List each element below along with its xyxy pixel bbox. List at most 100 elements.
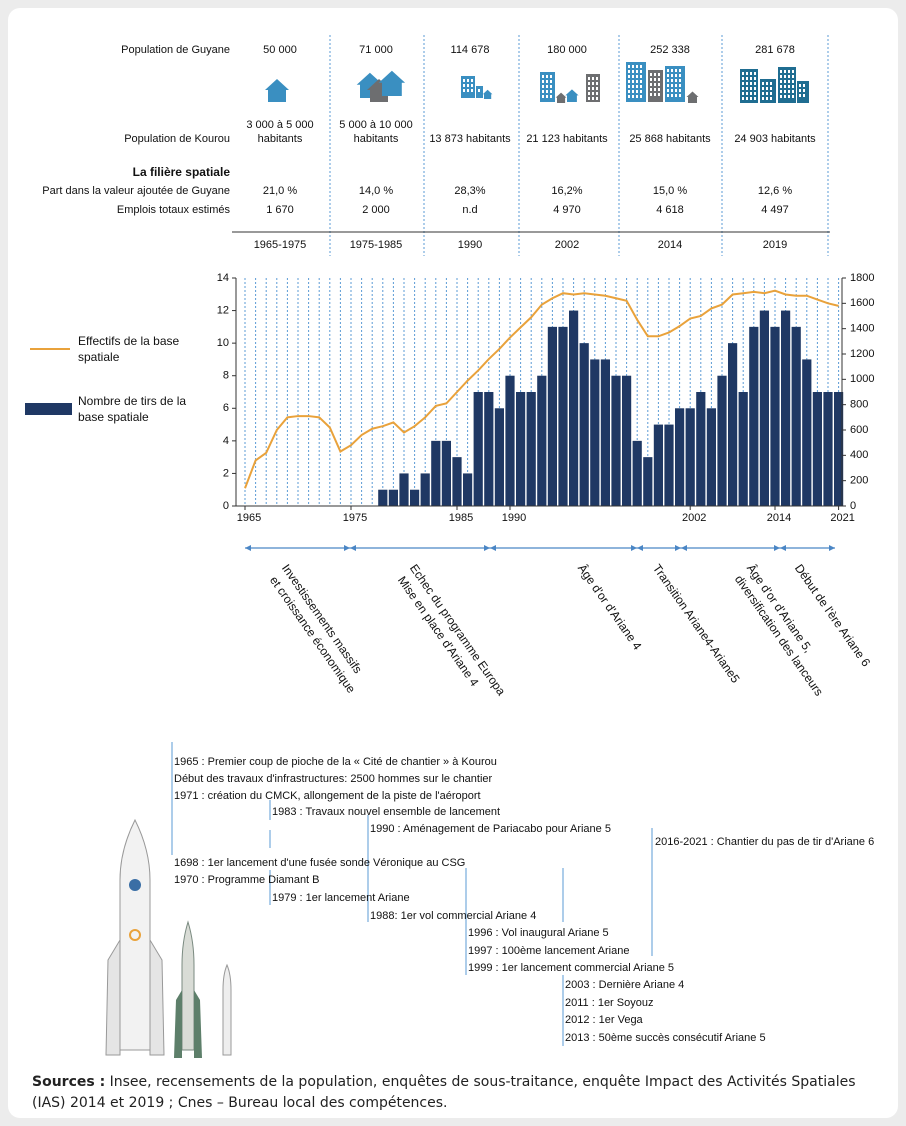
icon — [654, 73, 656, 76]
icon — [803, 89, 805, 92]
bar — [495, 408, 504, 506]
icon — [780, 75, 782, 78]
cell: 114 678 — [451, 44, 490, 56]
cell: 28,3% — [454, 185, 485, 197]
period-header: 1965-1975 — [254, 239, 307, 251]
bar — [558, 327, 567, 506]
icon — [550, 90, 552, 93]
icon — [675, 79, 677, 82]
y2-tick-label: 1400 — [850, 323, 874, 335]
icon — [640, 70, 642, 73]
icon — [658, 93, 660, 96]
arrowhead — [490, 545, 496, 551]
icon — [636, 65, 638, 68]
icon — [667, 79, 669, 82]
cell: habitants — [258, 133, 303, 145]
bar — [580, 343, 589, 506]
icon — [803, 94, 805, 97]
icon — [550, 75, 552, 78]
timeline-event: 1983 : Travaux nouvel ensemble de lancem… — [272, 806, 500, 818]
bar — [516, 392, 525, 506]
legend-label: Effectifs de la base spatiale — [78, 333, 198, 365]
timeline-event: 1970 : Programme Diamant B — [174, 874, 320, 886]
icon — [546, 75, 548, 78]
row-label: Population de Guyane — [121, 44, 230, 56]
icon — [766, 82, 768, 85]
y2-tick-label: 1200 — [850, 348, 874, 360]
icon — [679, 94, 681, 97]
icon — [654, 88, 656, 91]
icon — [784, 90, 786, 93]
y-tick-label: 6 — [223, 402, 229, 414]
timeline-event: 1997 : 100ème lancement Ariane — [468, 945, 629, 957]
icon — [628, 80, 630, 83]
icon — [550, 85, 552, 88]
icon — [650, 78, 652, 81]
icon — [467, 84, 469, 87]
icon — [636, 85, 638, 88]
icon — [766, 87, 768, 90]
timeline-event: 1999 : 1er lancement commercial Ariane 5 — [468, 962, 674, 974]
icon — [667, 94, 669, 97]
icon — [679, 74, 681, 77]
icon — [542, 75, 544, 78]
icon — [750, 97, 752, 100]
icon — [632, 75, 634, 78]
icon — [588, 97, 590, 100]
timeline-event: 2016-2021 : Chantier du pas de tir d'Ari… — [655, 836, 874, 848]
cell: 50 000 — [263, 44, 297, 56]
icon — [596, 92, 598, 95]
icon — [588, 77, 590, 80]
icon — [463, 79, 465, 82]
y2-tick-label: 200 — [850, 475, 868, 487]
icon — [546, 90, 548, 93]
cell: 1 670 — [266, 204, 294, 216]
bar — [717, 376, 726, 506]
icon — [667, 74, 669, 77]
rocket — [106, 940, 120, 1055]
bar — [389, 490, 398, 506]
y-tick-label: 2 — [223, 467, 229, 479]
icon — [792, 80, 794, 83]
icon — [632, 70, 634, 73]
icon — [784, 95, 786, 98]
period-header: 2019 — [763, 239, 787, 251]
icon — [780, 95, 782, 98]
icon — [784, 85, 786, 88]
icon — [792, 85, 794, 88]
icon — [754, 77, 756, 80]
rocket — [150, 940, 164, 1055]
icon — [628, 70, 630, 73]
icon — [762, 87, 764, 90]
x-tick-label: 1965 — [237, 512, 261, 524]
icon — [463, 89, 465, 92]
sources-label: Sources : — [32, 1074, 105, 1090]
bar — [643, 457, 652, 506]
y2-tick-label: 1600 — [850, 297, 874, 309]
icon — [542, 80, 544, 83]
icon — [650, 93, 652, 96]
cell: 14,0 % — [359, 185, 393, 197]
icon — [746, 77, 748, 80]
x-tick-label: 2021 — [830, 512, 854, 524]
period-header: 2002 — [555, 239, 579, 251]
icon — [265, 79, 289, 102]
cell: habitants — [354, 133, 399, 145]
icon — [650, 73, 652, 76]
bar — [823, 392, 832, 506]
icon — [542, 90, 544, 93]
bar — [452, 457, 461, 506]
icon — [596, 87, 598, 90]
icon — [750, 82, 752, 85]
timeline-event: 2003 : Dernière Ariane 4 — [565, 979, 684, 991]
icon — [478, 89, 480, 92]
bar — [601, 359, 610, 506]
icon — [592, 77, 594, 80]
bar — [675, 408, 684, 506]
timeline-event: 2011 : 1er Soyouz — [565, 997, 653, 1009]
icon — [671, 69, 673, 72]
arrowhead — [774, 545, 780, 551]
icon — [632, 90, 634, 93]
y-tick-label: 8 — [223, 370, 229, 382]
icon — [542, 85, 544, 88]
